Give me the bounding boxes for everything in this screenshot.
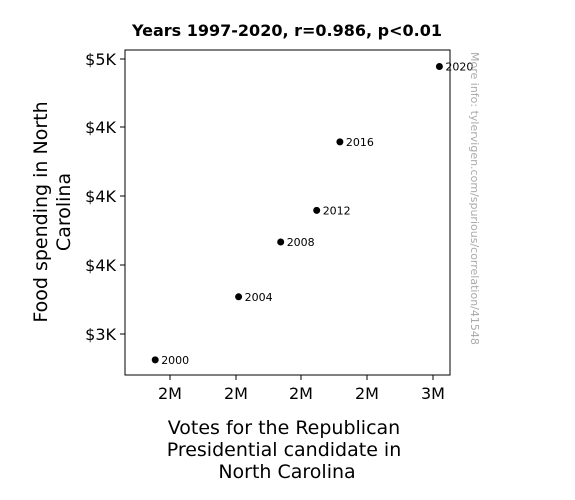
y-axis-label: Food spending in North Carolina — [30, 101, 75, 322]
point-label: 2008 — [287, 236, 315, 249]
point-label: 2016 — [346, 136, 374, 149]
x-tick-label: 3M — [421, 384, 445, 403]
chart-title: Years 1997-2020, r=0.986, p<0.01 — [131, 21, 442, 40]
x-tick-label: 2M — [289, 384, 313, 403]
y-tick-label: $4K — [85, 187, 116, 206]
x-axis: 2M 2M 2M 2M 3M — [158, 375, 445, 403]
point-label: 2000 — [161, 354, 189, 367]
y-tick-label: $4K — [85, 118, 116, 137]
x-axis-label-line-1: Votes for the Republican — [168, 417, 401, 439]
x-tick-label: 2M — [158, 384, 182, 403]
y-axis-label-line-2: Carolina — [53, 173, 75, 251]
x-axis-label-line-3: North Carolina — [218, 461, 355, 483]
plot-area — [124, 49, 451, 376]
data-point — [235, 293, 243, 301]
point-label: 2004 — [245, 291, 273, 304]
y-axis-label-line-1: Food spending in North — [30, 101, 52, 322]
data-point — [151, 356, 159, 364]
y-axis: $3K $4K $4K $4K $5K — [85, 50, 125, 344]
data-point — [435, 63, 443, 70]
x-tick-label: 2M — [355, 384, 379, 403]
data-points: 2000 2004 2008 2012 2016 2020 — [151, 61, 473, 367]
x-tick-label: 2M — [224, 384, 248, 403]
y-tick-label: $3K — [85, 325, 116, 344]
y-tick-label: $4K — [85, 256, 116, 275]
data-point — [336, 138, 344, 146]
x-axis-label: Votes for the Republican Presidential ca… — [167, 417, 408, 483]
data-point — [277, 238, 285, 246]
data-point — [313, 206, 321, 214]
x-axis-label-line-2: Presidential candidate in — [167, 439, 402, 461]
point-label: 2012 — [323, 204, 351, 217]
point-label: 2020 — [445, 61, 473, 74]
watermark-text: More info: tylervigen.com/spurious/corre… — [468, 52, 481, 345]
y-tick-label: $5K — [85, 50, 116, 69]
